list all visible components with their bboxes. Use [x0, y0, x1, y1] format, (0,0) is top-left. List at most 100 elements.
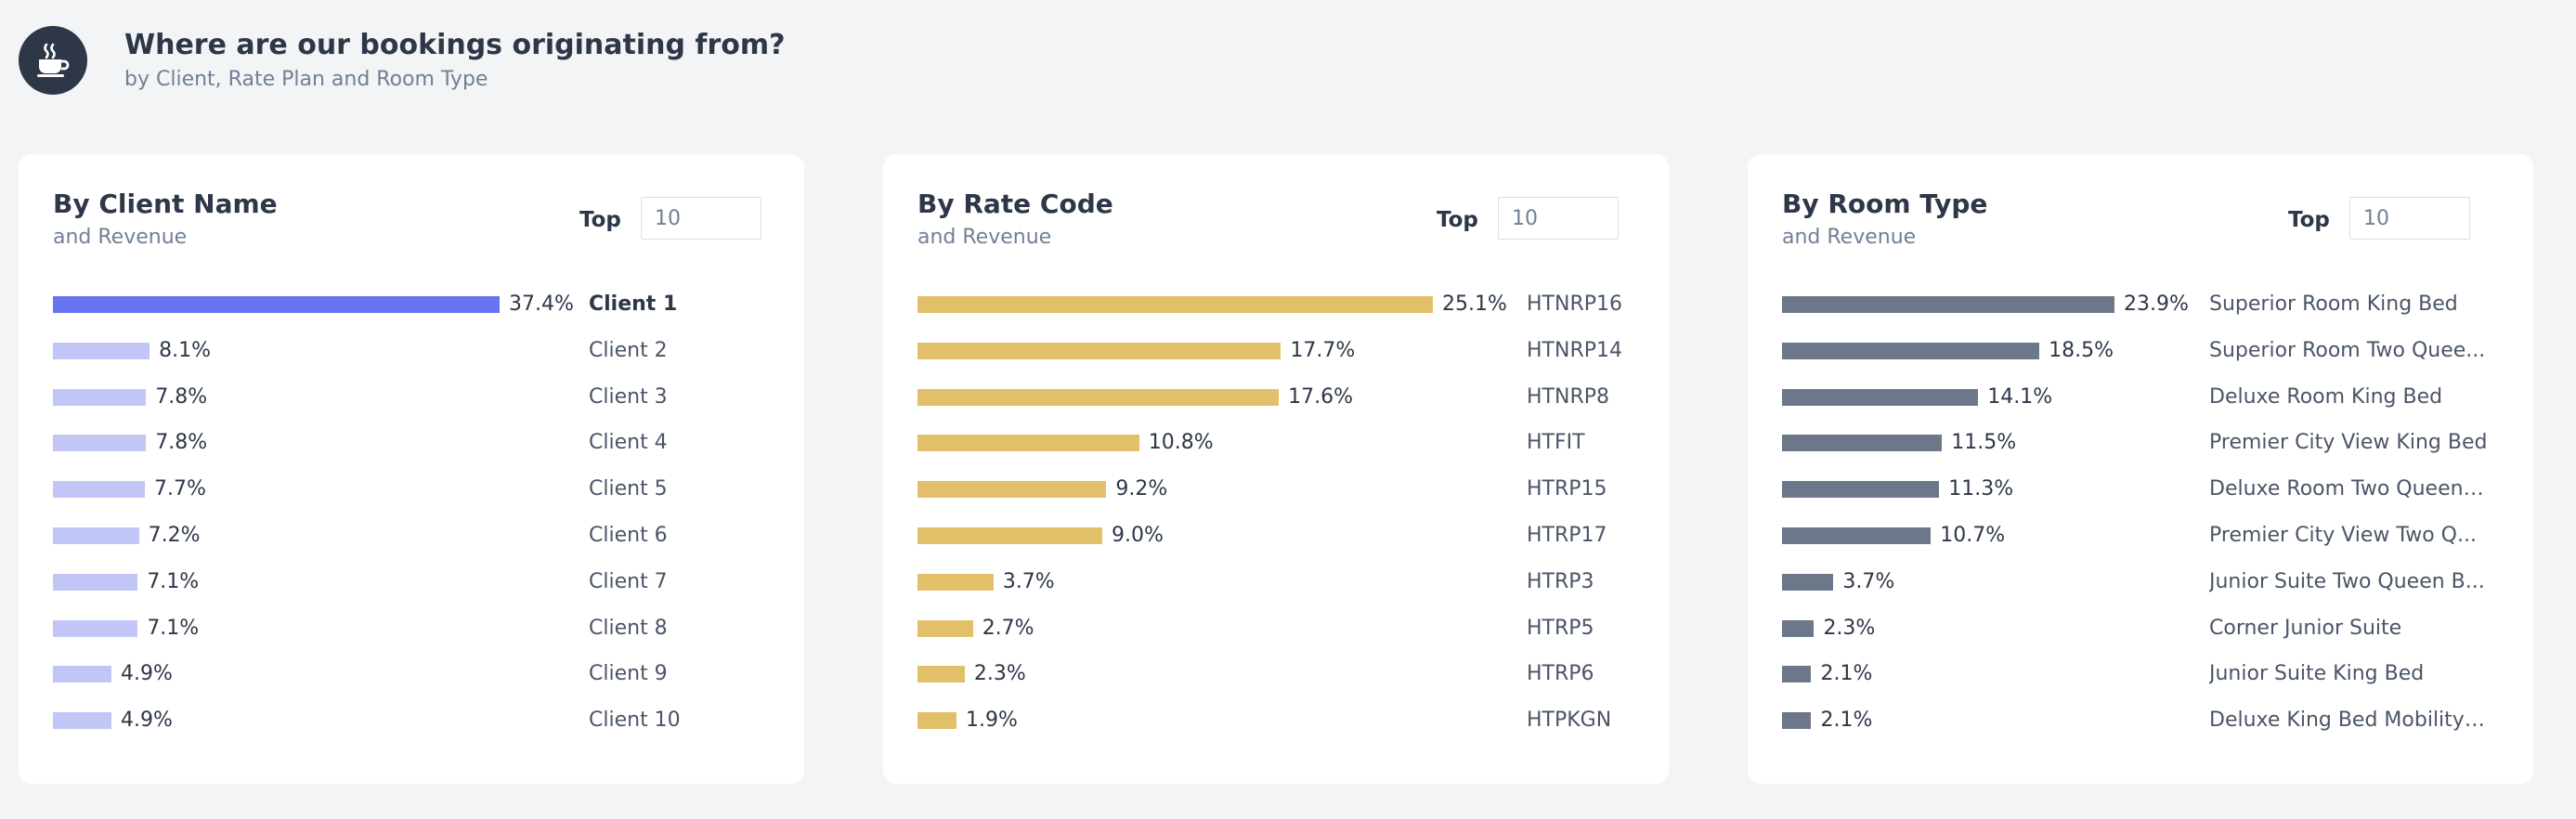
bar[interactable] — [1782, 296, 2114, 313]
bar-category-label[interactable]: HTNRP8 — [1527, 384, 1609, 409]
bar-category-label[interactable]: Superior Room King Bed — [2209, 292, 2458, 316]
top-n-input[interactable] — [641, 197, 761, 240]
bar[interactable] — [917, 666, 965, 683]
bar-category-label[interactable]: HTRP5 — [1527, 616, 1594, 640]
bar[interactable] — [53, 481, 146, 499]
bar-value-label: 10.7% — [1940, 524, 2006, 547]
bar-category-label[interactable]: Corner Junior Suite — [2209, 616, 2402, 640]
bar[interactable] — [1782, 435, 1943, 452]
bar[interactable] — [1782, 527, 1932, 544]
bar[interactable] — [917, 296, 1433, 313]
bar-category-label[interactable]: HTFIT — [1527, 431, 1585, 455]
bar-category-label[interactable]: Deluxe Room King Bed — [2209, 384, 2443, 409]
bar-value-label: 25.1% — [1442, 292, 1507, 316]
bar-value-label: 2.7% — [982, 616, 1034, 640]
room-type-card: By Room Type and Revenue Top 23.9% Superi… — [1748, 154, 2533, 784]
bar-value-label: 2.3% — [973, 662, 1026, 686]
bar-category-label[interactable]: Client 1 — [589, 292, 678, 316]
bar-value-label: 7.1% — [147, 616, 200, 640]
bar-category-label[interactable]: Client 10 — [589, 708, 681, 733]
bar[interactable] — [1782, 573, 1834, 591]
bar-value-label: 2.1% — [1820, 708, 1873, 733]
card-subtitle: and Revenue — [53, 226, 188, 249]
bar-value-label: 7.8% — [155, 431, 208, 455]
top-label: Top — [1437, 208, 1478, 232]
bar-value-label: 7.7% — [154, 477, 206, 501]
bar-category-label[interactable]: HTRP15 — [1527, 477, 1607, 501]
top-n-input[interactable] — [2349, 197, 2470, 240]
bar[interactable] — [53, 342, 150, 359]
bar-category-label[interactable]: Client 5 — [589, 477, 668, 501]
bar-value-label: 8.1% — [159, 338, 212, 362]
bar[interactable] — [917, 527, 1102, 544]
rate-code-card: By Rate Code and Revenue Top 25.1% HTNRP1… — [883, 154, 1669, 784]
bar-category-label[interactable]: HTRP3 — [1527, 569, 1594, 593]
card-title: By Room Type — [1782, 188, 1988, 219]
bar-category-label[interactable]: HTRP6 — [1527, 662, 1594, 686]
bar-value-label: 11.3% — [1948, 477, 2014, 501]
bar-category-label[interactable]: Junior Suite Two Queen B... — [2209, 569, 2485, 593]
bar[interactable] — [1782, 712, 1812, 730]
bar[interactable] — [53, 527, 139, 544]
bar[interactable] — [1782, 481, 1940, 499]
bar-category-label[interactable]: Client 7 — [589, 569, 668, 593]
bar-category-label[interactable]: HTPKGN — [1527, 708, 1612, 733]
bar[interactable] — [53, 296, 500, 313]
bar-category-label[interactable]: Client 3 — [589, 384, 668, 409]
bar[interactable] — [917, 619, 973, 637]
coffee-cup-icon — [19, 26, 87, 95]
bar-value-label: 7.8% — [155, 384, 208, 409]
bar-value-label: 17.7% — [1290, 338, 1356, 362]
bar-category-label[interactable]: Premier City View King Bed — [2209, 431, 2488, 455]
bar[interactable] — [917, 342, 1281, 359]
bar-value-label: 2.1% — [1820, 662, 1873, 686]
top-n-input[interactable] — [1498, 197, 1619, 240]
bar[interactable] — [53, 388, 147, 406]
bar-value-label: 9.0% — [1112, 524, 1164, 547]
bar-category-label[interactable]: Superior Room Two Quee... — [2209, 338, 2486, 362]
bar-category-label[interactable]: Client 6 — [589, 524, 668, 547]
bar-category-label[interactable]: Client 9 — [589, 662, 668, 686]
bar-category-label[interactable]: Deluxe King Bed Mobility ... — [2209, 708, 2488, 733]
bar-category-label[interactable]: HTNRP16 — [1527, 292, 1622, 316]
bar-value-label: 2.3% — [1823, 616, 1876, 640]
bar-value-label: 37.4% — [509, 292, 574, 316]
bar[interactable] — [917, 573, 994, 591]
page-header: Where are our bookings originating from?… — [19, 26, 786, 95]
bar-value-label: 3.7% — [1002, 569, 1055, 593]
bar[interactable] — [917, 435, 1139, 452]
page-subtitle: by Client, Rate Plan and Room Type — [124, 68, 488, 91]
bar-category-label[interactable]: Premier City View Two Q... — [2209, 524, 2477, 547]
bar[interactable] — [1782, 388, 1979, 406]
bar[interactable] — [1782, 619, 1815, 637]
card-subtitle: and Revenue — [1782, 226, 1917, 249]
bar-category-label[interactable]: HTRP17 — [1527, 524, 1607, 547]
page-title: Where are our bookings originating from? — [124, 29, 786, 61]
bar-category-label[interactable]: Client 2 — [589, 338, 668, 362]
bar[interactable] — [53, 666, 112, 683]
bar-value-label: 17.6% — [1288, 384, 1354, 409]
client-bar-chart: 37.4% Client 1 8.1% Client 2 7.8% Client 3 7.8… — [19, 154, 804, 784]
rate-code-bar-chart: 25.1% HTNRP16 17.7% HTNRP14 17.6% HTNRP8 10.8%… — [883, 154, 1669, 784]
bar-value-label: 7.1% — [147, 569, 200, 593]
bar-category-label[interactable]: Client 8 — [589, 616, 668, 640]
bar[interactable] — [53, 619, 138, 637]
client-card: By Client Name and Revenue Top 37.4% Clie… — [19, 154, 804, 784]
bar[interactable] — [1782, 666, 1812, 683]
card-subtitle: and Revenue — [917, 226, 1052, 249]
bar[interactable] — [917, 712, 956, 730]
bar[interactable] — [917, 481, 1107, 499]
bar-category-label[interactable]: HTNRP14 — [1527, 338, 1622, 362]
bar-category-label[interactable]: Client 4 — [589, 431, 668, 455]
bar-category-label[interactable]: Junior Suite King Bed — [2209, 662, 2425, 686]
bar-value-label: 3.7% — [1842, 569, 1895, 593]
card-title: By Client Name — [53, 188, 278, 219]
bar-category-label[interactable]: Deluxe Room Two Queen ... — [2209, 477, 2488, 501]
bar[interactable] — [1782, 342, 2040, 359]
bar-value-label: 4.9% — [121, 708, 173, 733]
bar[interactable] — [53, 573, 138, 591]
bar[interactable] — [53, 712, 112, 730]
bar-value-label: 1.9% — [966, 708, 1018, 733]
bar[interactable] — [53, 435, 147, 452]
bar[interactable] — [917, 388, 1280, 406]
